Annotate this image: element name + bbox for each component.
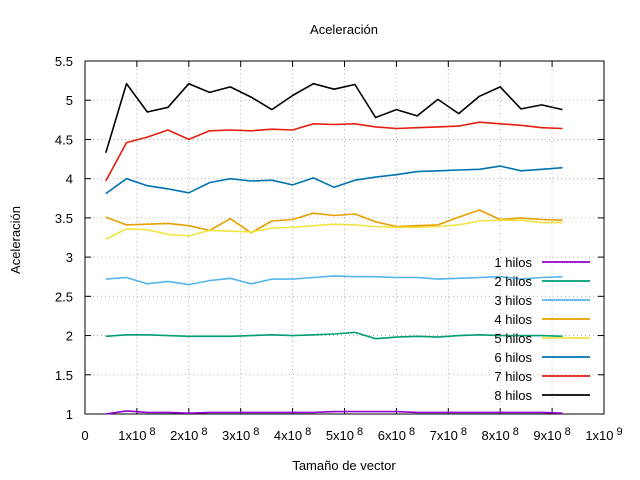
- series-line-4: [105, 209, 563, 234]
- x-tick-label: 8x10 8: [482, 426, 519, 443]
- axes: 11.522.533.544.555.50 1x10 8 2x10 8 3x10 8 4x10…: [55, 54, 623, 443]
- x-tick-exponent: 8: [149, 426, 155, 438]
- legend: 1 hilos 2 hilos 3 hilos 4 hilos 5 hilos 6 hil…: [494, 255, 590, 403]
- x-tick-label: 1x10 9: [585, 426, 622, 443]
- y-tick-label: 5: [66, 93, 73, 108]
- chart-title: Aceleración: [310, 22, 378, 37]
- series-line-5: [105, 219, 563, 240]
- y-tick-label: 1: [66, 407, 73, 422]
- x-tick-base: 2x10: [170, 428, 198, 443]
- x-tick-base: 4x10: [274, 428, 302, 443]
- legend-label: 1 hilos: [494, 255, 532, 270]
- x-tick-exponent: 9: [617, 426, 623, 438]
- x-tick-label: 2x10 8: [170, 426, 207, 443]
- x-tick-label: 9x10 8: [533, 426, 570, 443]
- legend-label: 6 hilos: [494, 350, 532, 365]
- x-tick-base: 1x10: [585, 428, 613, 443]
- legend-label: 2 hilos: [494, 274, 532, 289]
- y-tick-label: 4.5: [55, 132, 73, 147]
- series-line-3: [105, 275, 563, 286]
- series-line-6: [105, 165, 563, 195]
- grid: [85, 61, 604, 414]
- x-tick-exponent: 8: [409, 426, 415, 438]
- x-tick-exponent: 8: [201, 426, 207, 438]
- x-tick-base: 1x10: [118, 428, 146, 443]
- y-tick-label: 3: [66, 250, 73, 265]
- series-line-1: [105, 410, 563, 415]
- y-tick-label: 2: [66, 329, 73, 344]
- x-tick-exponent: 8: [357, 426, 363, 438]
- plot-frame: [84, 60, 605, 415]
- y-tick-label: 3.5: [55, 211, 73, 226]
- x-tick-base: 0: [81, 428, 88, 443]
- y-axis-label: Aceleración: [8, 206, 23, 274]
- legend-label: 7 hilos: [494, 369, 532, 384]
- x-tick-base: 6x10: [378, 428, 406, 443]
- series-line-8: [105, 82, 563, 154]
- series-line-2: [105, 331, 563, 340]
- x-tick-exponent: 8: [513, 426, 519, 438]
- x-tick-exponent: 8: [253, 426, 259, 438]
- legend-label: 3 hilos: [494, 293, 532, 308]
- x-tick-label: 4x10 8: [274, 426, 311, 443]
- series-layer: [105, 82, 563, 415]
- x-tick-label: 1x10 8: [118, 426, 155, 443]
- x-tick-label: 0: [81, 428, 88, 443]
- series-line-7: [105, 121, 563, 182]
- x-tick-label: 6x10 8: [378, 426, 415, 443]
- x-tick-exponent: 8: [461, 426, 467, 438]
- y-tick-label: 4: [66, 172, 73, 187]
- x-tick-base: 9x10: [533, 428, 561, 443]
- legend-label: 4 hilos: [494, 312, 532, 327]
- x-tick-exponent: 8: [565, 426, 571, 438]
- y-tick-label: 2.5: [55, 289, 73, 304]
- x-tick-exponent: 8: [305, 426, 311, 438]
- x-tick-base: 7x10: [430, 428, 458, 443]
- y-tick-label: 1.5: [55, 368, 73, 383]
- legend-label: 5 hilos: [494, 331, 532, 346]
- x-axis-label: Tamaño de vector: [292, 458, 396, 473]
- x-tick-base: 3x10: [222, 428, 250, 443]
- x-tick-base: 8x10: [482, 428, 510, 443]
- x-tick-label: 7x10 8: [430, 426, 467, 443]
- legend-label: 8 hilos: [494, 388, 532, 403]
- x-tick-label: 3x10 8: [222, 426, 259, 443]
- x-tick-label: 5x10 8: [326, 426, 363, 443]
- x-tick-base: 5x10: [326, 428, 354, 443]
- y-tick-label: 5.5: [55, 54, 73, 69]
